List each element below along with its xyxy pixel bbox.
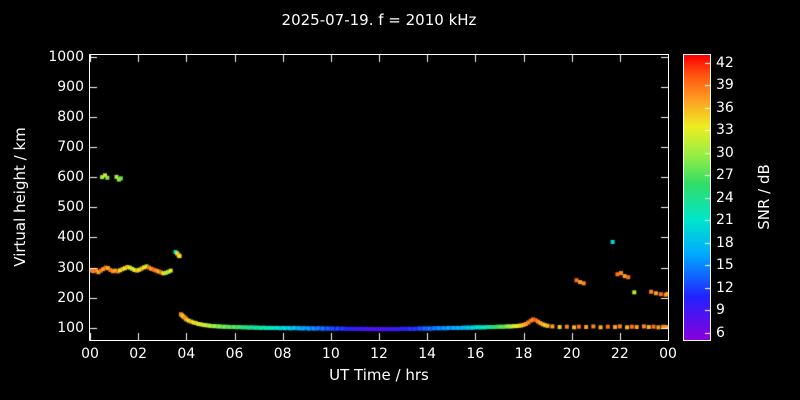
colorbar-tick-label: 6 xyxy=(716,324,725,341)
y-axis-label: Virtual height / km xyxy=(11,127,29,267)
x-tick-label: 12 xyxy=(370,346,388,362)
y-tick-label: 600 xyxy=(57,169,84,186)
colorbar-tick-label: 15 xyxy=(716,257,734,273)
x-tick-label: 02 xyxy=(129,346,148,362)
scatter-canvas xyxy=(90,55,668,340)
colorbar-label: SNR / dB xyxy=(755,164,773,230)
x-tick-label: 00 xyxy=(81,346,99,362)
colorbar-tick-label: 12 xyxy=(716,279,734,296)
y-tick-label: 1000 xyxy=(48,48,84,65)
x-tick-label: 04 xyxy=(177,346,196,362)
x-tick-label: 08 xyxy=(273,346,292,362)
colorbar-tick-label: 27 xyxy=(716,167,734,183)
x-tick-label: 16 xyxy=(466,346,485,362)
x-tick-label: 20 xyxy=(562,346,581,362)
x-tick-label: 10 xyxy=(321,346,340,362)
colorbar-tick-label: 24 xyxy=(716,189,734,206)
x-tick-label: 00 xyxy=(659,346,677,362)
colorbar xyxy=(683,54,711,341)
colorbar-canvas xyxy=(684,55,710,340)
y-tick-label: 200 xyxy=(57,289,84,306)
colorbar-tick-label: 30 xyxy=(716,144,734,161)
y-tick-label: 800 xyxy=(57,108,84,125)
x-tick-label: 18 xyxy=(514,346,533,362)
colorbar-tick-label: 33 xyxy=(716,122,734,138)
x-tick-label: 06 xyxy=(225,346,244,362)
plot-area xyxy=(89,54,669,341)
y-tick-label: 700 xyxy=(57,138,84,155)
x-tick-label: 14 xyxy=(418,346,437,362)
y-tick-label: 100 xyxy=(57,319,84,336)
colorbar-tick-label: 18 xyxy=(716,234,734,251)
x-axis-label: UT Time / hrs xyxy=(329,366,429,384)
y-tick-label: 500 xyxy=(57,199,84,216)
y-tick-label: 400 xyxy=(57,229,84,246)
y-tick-label: 900 xyxy=(57,78,84,95)
colorbar-tick-label: 9 xyxy=(716,302,725,318)
y-tick-label: 300 xyxy=(57,259,84,276)
colorbar-tick-label: 42 xyxy=(716,54,734,71)
colorbar-tick-label: 36 xyxy=(716,99,734,116)
chart-title: 2025-07-19. f = 2010 kHz xyxy=(281,11,477,29)
x-tick-label: 22 xyxy=(610,346,629,362)
colorbar-tick-label: 39 xyxy=(716,77,734,93)
colorbar-tick-label: 21 xyxy=(716,212,734,228)
